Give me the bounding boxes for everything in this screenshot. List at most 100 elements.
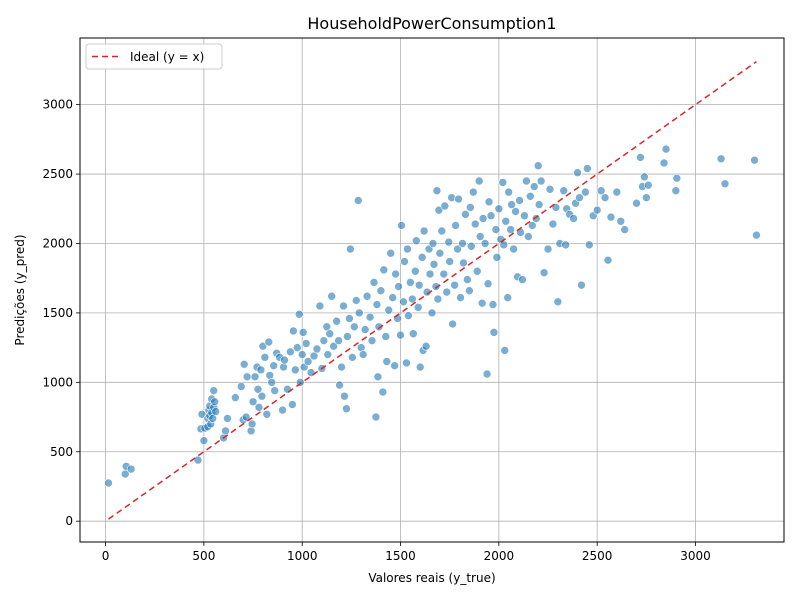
data-point (351, 296, 361, 305)
data-point (256, 365, 266, 375)
data-point (522, 176, 531, 186)
data-point (340, 391, 349, 401)
data-point (480, 239, 490, 248)
data-point (301, 339, 311, 348)
data-point (371, 412, 381, 422)
data-point (632, 198, 641, 208)
y-tick-label: 1500 (42, 306, 73, 320)
data-point (413, 303, 423, 312)
data-point (504, 187, 513, 197)
data-point (350, 322, 359, 332)
data-point (379, 265, 389, 275)
data-point (391, 269, 400, 279)
data-point (752, 230, 761, 240)
data-point (264, 337, 274, 347)
data-point (283, 384, 292, 394)
data-point (458, 239, 467, 248)
data-point (431, 282, 441, 291)
data-point (448, 319, 457, 329)
x-tick-label: 2000 (484, 549, 515, 563)
data-point (533, 161, 543, 171)
data-point (581, 187, 590, 197)
data-point (339, 301, 348, 311)
ideal-line (108, 60, 757, 520)
data-point (291, 365, 300, 375)
y-axis-label: Predições (y_pred) (13, 234, 27, 345)
data-point (367, 336, 377, 345)
y-tick-label: 2500 (42, 167, 73, 181)
x-tick-label: 2500 (582, 549, 613, 563)
y-tick-label: 2000 (42, 236, 73, 250)
chart-title: HouseholdPowerConsumption1 (307, 14, 556, 33)
data-point (518, 275, 527, 284)
data-point (402, 358, 411, 368)
data-point (569, 214, 578, 223)
data-point (559, 186, 569, 196)
data-point (491, 225, 501, 234)
data-point (288, 400, 297, 409)
data-point (231, 393, 240, 402)
data-point (286, 347, 295, 357)
data-point (492, 253, 502, 262)
data-point (529, 182, 539, 191)
data-point (486, 211, 496, 221)
data-point (409, 329, 418, 339)
data-point (384, 305, 394, 315)
data-point (280, 355, 289, 365)
data-point (319, 336, 329, 345)
data-point (390, 361, 399, 370)
data-point (526, 191, 535, 201)
data-point (503, 293, 513, 302)
data-point (236, 382, 246, 391)
data-point (396, 330, 405, 340)
data-point (408, 294, 417, 304)
data-point (468, 187, 478, 197)
data-point (269, 361, 278, 370)
data-point (312, 344, 322, 354)
data-point (343, 332, 352, 341)
data-point (403, 244, 412, 254)
data-point (342, 404, 351, 414)
data-point (253, 384, 263, 394)
y-tick-label: 3000 (42, 98, 73, 112)
data-point (329, 341, 338, 351)
data-point (298, 328, 308, 337)
data-point (427, 308, 437, 318)
x-axis-ticks: 0 500 1000 1500 2000 2500 3000 (102, 542, 711, 563)
data-point (334, 336, 343, 345)
x-tick-label: 0 (102, 549, 110, 563)
data-point (536, 176, 546, 186)
data-point (534, 200, 544, 209)
data-point (353, 196, 363, 205)
data-point (372, 300, 382, 309)
data-point (373, 372, 383, 382)
data-point (583, 164, 592, 173)
data-point (437, 226, 447, 236)
data-point (386, 248, 396, 258)
data-point (440, 201, 450, 211)
data-point (456, 293, 465, 302)
data-point (250, 372, 260, 382)
data-point (461, 210, 470, 219)
data-point (515, 196, 524, 205)
data-point (659, 158, 669, 168)
data-point (501, 216, 511, 226)
data-point (477, 298, 487, 308)
data-point (488, 300, 498, 309)
data-point (478, 214, 488, 223)
data-point (410, 266, 420, 276)
data-point (294, 309, 304, 319)
data-point (193, 455, 203, 465)
legend: Ideal (y = x) (85, 43, 223, 70)
data-point (365, 312, 375, 322)
x-tick-label: 3000 (680, 549, 711, 563)
data-point (454, 194, 463, 204)
data-point (323, 350, 333, 359)
data-point (434, 205, 444, 215)
data-point (358, 350, 368, 359)
data-point (447, 193, 456, 202)
data-point (270, 386, 279, 395)
data-point (400, 257, 409, 266)
data-point (620, 225, 630, 234)
data-point (292, 343, 302, 352)
